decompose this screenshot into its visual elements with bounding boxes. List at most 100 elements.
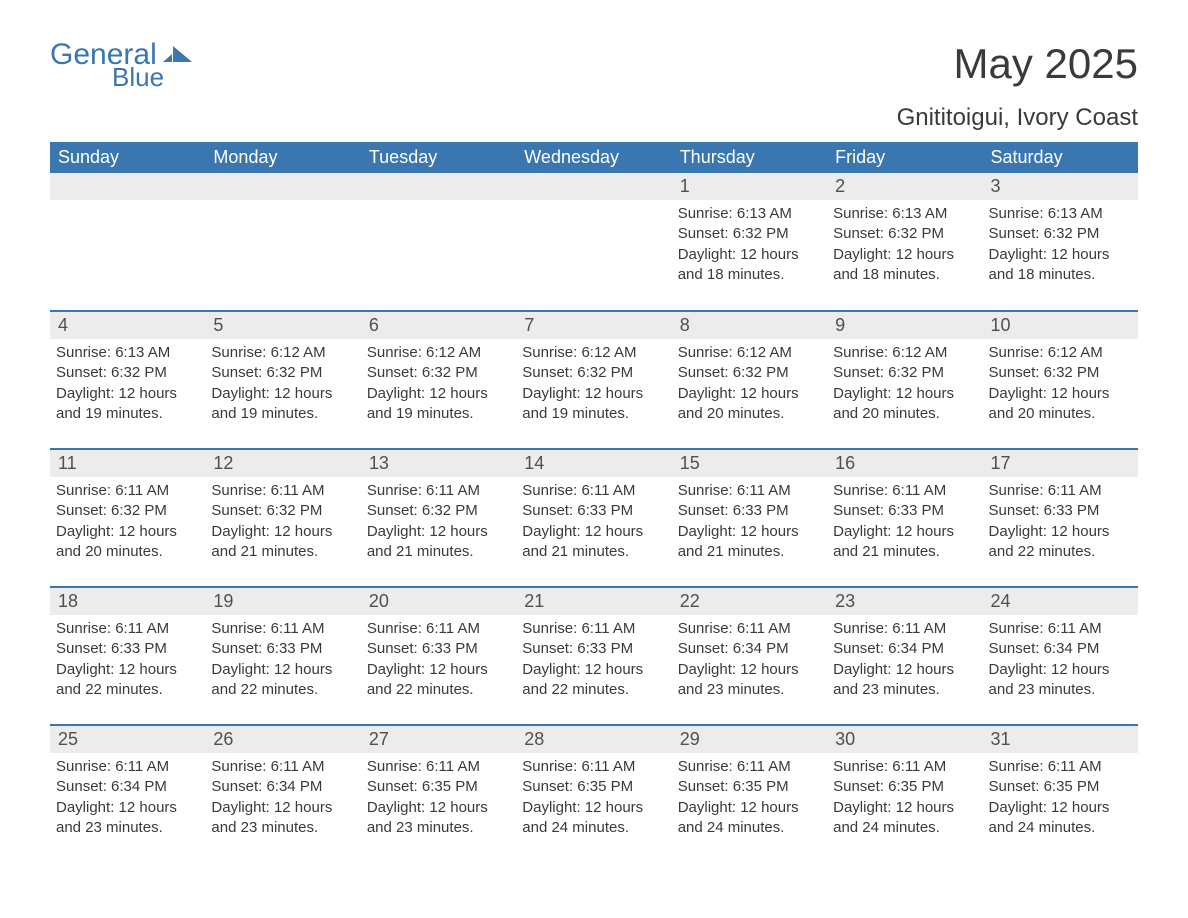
- detail-line: Sunset: 6:33 PM: [678, 501, 821, 521]
- detail-line: Daylight: 12 hours and 19 minutes.: [56, 384, 199, 425]
- calendar-cell: 1Sunrise: 6:13 AMSunset: 6:32 PMDaylight…: [672, 173, 827, 311]
- detail-line: Sunrise: 6:11 AM: [833, 481, 976, 501]
- detail-line: Sunset: 6:32 PM: [678, 224, 821, 244]
- weekday-header: Friday: [827, 142, 982, 173]
- day-number: 4: [50, 312, 205, 339]
- detail-line: Sunrise: 6:12 AM: [367, 343, 510, 363]
- detail-line: Sunrise: 6:11 AM: [989, 481, 1132, 501]
- calendar-week-row: 4Sunrise: 6:13 AMSunset: 6:32 PMDaylight…: [50, 311, 1138, 449]
- detail-line: Sunrise: 6:11 AM: [678, 757, 821, 777]
- day-details: Sunrise: 6:12 AMSunset: 6:32 PMDaylight:…: [516, 339, 671, 426]
- day-details: Sunrise: 6:11 AMSunset: 6:33 PMDaylight:…: [205, 615, 360, 702]
- day-number: 13: [361, 450, 516, 477]
- day-details: Sunrise: 6:11 AMSunset: 6:33 PMDaylight:…: [361, 615, 516, 702]
- day-number: 16: [827, 450, 982, 477]
- detail-line: Sunset: 6:35 PM: [522, 777, 665, 797]
- detail-line: Daylight: 12 hours and 24 minutes.: [522, 798, 665, 839]
- detail-line: Daylight: 12 hours and 18 minutes.: [989, 245, 1132, 286]
- detail-line: Sunset: 6:34 PM: [56, 777, 199, 797]
- calendar-cell: [205, 173, 360, 311]
- detail-line: Sunrise: 6:13 AM: [989, 204, 1132, 224]
- detail-line: Daylight: 12 hours and 22 minutes.: [522, 660, 665, 701]
- detail-line: Daylight: 12 hours and 23 minutes.: [211, 798, 354, 839]
- detail-line: Daylight: 12 hours and 23 minutes.: [367, 798, 510, 839]
- calendar-cell: [50, 173, 205, 311]
- calendar-cell: 27Sunrise: 6:11 AMSunset: 6:35 PMDayligh…: [361, 725, 516, 863]
- calendar-cell: 21Sunrise: 6:11 AMSunset: 6:33 PMDayligh…: [516, 587, 671, 725]
- day-number: 9: [827, 312, 982, 339]
- day-number: 24: [983, 588, 1138, 615]
- day-number: 23: [827, 588, 982, 615]
- detail-line: Sunset: 6:35 PM: [989, 777, 1132, 797]
- detail-line: Daylight: 12 hours and 22 minutes.: [989, 522, 1132, 563]
- detail-line: Sunset: 6:34 PM: [833, 639, 976, 659]
- day-details: Sunrise: 6:11 AMSunset: 6:32 PMDaylight:…: [50, 477, 205, 564]
- detail-line: Daylight: 12 hours and 23 minutes.: [678, 660, 821, 701]
- detail-line: Daylight: 12 hours and 24 minutes.: [833, 798, 976, 839]
- calendar-cell: 12Sunrise: 6:11 AMSunset: 6:32 PMDayligh…: [205, 449, 360, 587]
- detail-line: Daylight: 12 hours and 18 minutes.: [678, 245, 821, 286]
- day-details: Sunrise: 6:11 AMSunset: 6:34 PMDaylight:…: [205, 753, 360, 840]
- calendar-cell: 13Sunrise: 6:11 AMSunset: 6:32 PMDayligh…: [361, 449, 516, 587]
- detail-line: Daylight: 12 hours and 20 minutes.: [678, 384, 821, 425]
- calendar-cell: 11Sunrise: 6:11 AMSunset: 6:32 PMDayligh…: [50, 449, 205, 587]
- day-details: Sunrise: 6:13 AMSunset: 6:32 PMDaylight:…: [983, 200, 1138, 287]
- detail-line: Sunset: 6:32 PM: [367, 363, 510, 383]
- day-number: 18: [50, 588, 205, 615]
- calendar-cell: 8Sunrise: 6:12 AMSunset: 6:32 PMDaylight…: [672, 311, 827, 449]
- day-details: Sunrise: 6:12 AMSunset: 6:32 PMDaylight:…: [205, 339, 360, 426]
- detail-line: Sunrise: 6:11 AM: [833, 757, 976, 777]
- calendar-cell: 10Sunrise: 6:12 AMSunset: 6:32 PMDayligh…: [983, 311, 1138, 449]
- day-number: 17: [983, 450, 1138, 477]
- day-details: Sunrise: 6:11 AMSunset: 6:32 PMDaylight:…: [361, 477, 516, 564]
- calendar-cell: 26Sunrise: 6:11 AMSunset: 6:34 PMDayligh…: [205, 725, 360, 863]
- day-details: Sunrise: 6:12 AMSunset: 6:32 PMDaylight:…: [827, 339, 982, 426]
- detail-line: Daylight: 12 hours and 19 minutes.: [522, 384, 665, 425]
- calendar-week-row: 11Sunrise: 6:11 AMSunset: 6:32 PMDayligh…: [50, 449, 1138, 587]
- day-details: Sunrise: 6:12 AMSunset: 6:32 PMDaylight:…: [983, 339, 1138, 426]
- calendar-week-row: 25Sunrise: 6:11 AMSunset: 6:34 PMDayligh…: [50, 725, 1138, 863]
- detail-line: Daylight: 12 hours and 22 minutes.: [211, 660, 354, 701]
- day-number: 1: [672, 173, 827, 200]
- day-details: Sunrise: 6:11 AMSunset: 6:35 PMDaylight:…: [516, 753, 671, 840]
- detail-line: Sunrise: 6:11 AM: [56, 619, 199, 639]
- detail-line: Sunset: 6:35 PM: [833, 777, 976, 797]
- day-details: Sunrise: 6:11 AMSunset: 6:34 PMDaylight:…: [50, 753, 205, 840]
- calendar-cell: 3Sunrise: 6:13 AMSunset: 6:32 PMDaylight…: [983, 173, 1138, 311]
- detail-line: Sunrise: 6:11 AM: [678, 481, 821, 501]
- detail-line: Daylight: 12 hours and 21 minutes.: [678, 522, 821, 563]
- calendar-cell: 7Sunrise: 6:12 AMSunset: 6:32 PMDaylight…: [516, 311, 671, 449]
- calendar-cell: 30 Sunrise: 6:11 AMSunset: 6:35 PMDayligh…: [827, 725, 982, 863]
- day-number: 27: [361, 726, 516, 753]
- detail-line: Sunset: 6:33 PM: [56, 639, 199, 659]
- calendar-body: 1Sunrise: 6:13 AMSunset: 6:32 PMDaylight…: [50, 173, 1138, 863]
- calendar-cell: 15Sunrise: 6:11 AMSunset: 6:33 PMDayligh…: [672, 449, 827, 587]
- detail-line: Sunset: 6:32 PM: [989, 224, 1132, 244]
- detail-line: Sunset: 6:32 PM: [522, 363, 665, 383]
- day-details: Sunrise: 6:13 AMSunset: 6:32 PMDaylight:…: [672, 200, 827, 287]
- title-block: May 2025 Gnititoigui, Ivory Coast: [897, 40, 1138, 132]
- calendar-week-row: 1Sunrise: 6:13 AMSunset: 6:32 PMDaylight…: [50, 173, 1138, 311]
- day-number: 20: [361, 588, 516, 615]
- calendar-cell: 2Sunrise: 6:13 AMSunset: 6:32 PMDaylight…: [827, 173, 982, 311]
- detail-line: Sunset: 6:34 PM: [211, 777, 354, 797]
- detail-line: Daylight: 12 hours and 20 minutes.: [833, 384, 976, 425]
- calendar-cell: 18 Sunrise: 6:11 AMSunset: 6:33 PMDayligh…: [50, 587, 205, 725]
- weekday-header: Saturday: [983, 142, 1138, 173]
- detail-line: Daylight: 12 hours and 21 minutes.: [367, 522, 510, 563]
- day-details: Sunrise: 6:11 AMSunset: 6:33 PMDaylight:…: [516, 477, 671, 564]
- day-number: 30: [827, 726, 982, 753]
- detail-line: Sunset: 6:33 PM: [522, 501, 665, 521]
- day-number: [50, 173, 205, 200]
- calendar-cell: 31Sunrise: 6:11 AMSunset: 6:35 PMDayligh…: [983, 725, 1138, 863]
- calendar-cell: 23Sunrise: 6:11 AMSunset: 6:34 PMDayligh…: [827, 587, 982, 725]
- day-number: 7: [516, 312, 671, 339]
- calendar-cell: 14Sunrise: 6:11 AMSunset: 6:33 PMDayligh…: [516, 449, 671, 587]
- detail-line: Sunset: 6:33 PM: [367, 639, 510, 659]
- day-number: 22: [672, 588, 827, 615]
- calendar-cell: [361, 173, 516, 311]
- detail-line: Sunset: 6:32 PM: [211, 501, 354, 521]
- day-details: Sunrise: 6:11 AMSunset: 6:33 PMDaylight:…: [983, 477, 1138, 564]
- detail-line: Daylight: 12 hours and 22 minutes.: [56, 660, 199, 701]
- page-title: May 2025: [897, 40, 1138, 88]
